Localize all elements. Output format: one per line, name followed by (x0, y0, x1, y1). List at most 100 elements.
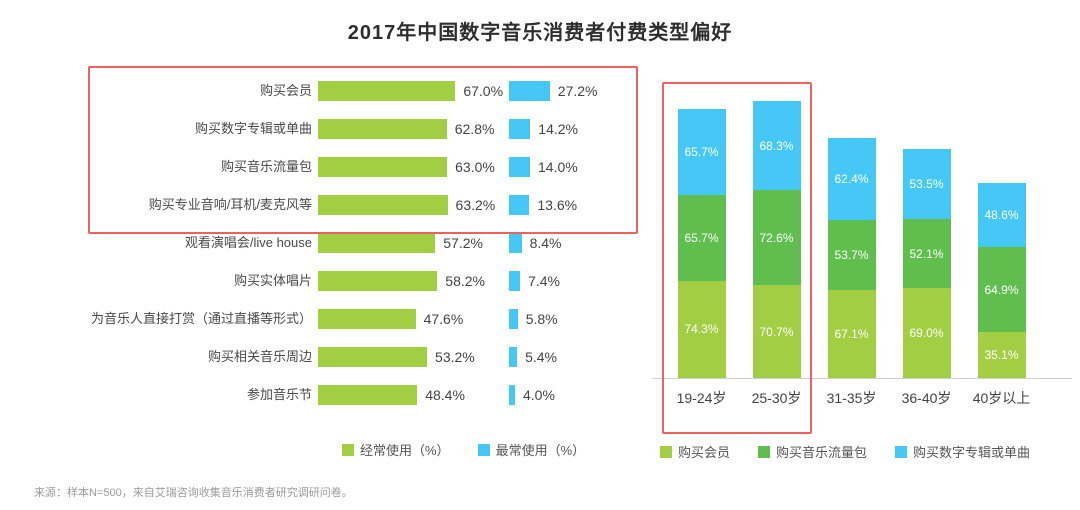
often-use-value: 58.2% (445, 273, 485, 289)
often-use-bar (318, 385, 418, 405)
most-use-bar (509, 385, 515, 405)
bar-segment: 62.4% (827, 138, 876, 220)
bar-segment: 52.1% (902, 219, 951, 288)
stacked-bar: 70.7% 72.6% 68.3% (739, 100, 814, 378)
often-use-value: 63.2% (455, 197, 496, 213)
segment-value: 65.7% (684, 230, 719, 245)
age-label: 19-24岁 (676, 390, 727, 406)
often-use-bar (318, 347, 428, 367)
stacked-bars: 74.3% 65.7% 65.7% 70.7% 72.6% 68.3% 67.1% 53.7%… (652, 90, 1072, 378)
bar-row: 为音乐人直接打赏（通过直播等形式） 47.6% 5.8% (90, 300, 642, 338)
often-use-bar (318, 119, 447, 139)
often-use-value: 47.6% (423, 311, 464, 327)
category-label: 购买专业音响/耳机/麦克风等 (148, 197, 312, 212)
most-use-value: 4.0% (523, 387, 555, 403)
often-use-bar (318, 309, 416, 329)
bar-row: 购买实体唱片 58.2% 7.4% (90, 262, 642, 300)
often-use-bar (318, 271, 438, 291)
legend-item: 购买数字专辑或单曲 (895, 442, 1030, 461)
most-use-value: 13.6% (537, 197, 578, 213)
category-label: 为音乐人直接打赏（通过直播等形式） (90, 311, 312, 326)
often-use-bar (318, 233, 436, 253)
segment-value: 53.5% (909, 177, 944, 192)
bar-segment: 74.3% (677, 280, 726, 378)
segment-value: 64.9% (984, 282, 1019, 297)
age-label: 25-30岁 (751, 390, 802, 406)
bar-segment: 53.5% (902, 149, 951, 220)
often-use-value: 48.4% (425, 387, 465, 403)
often-use-value: 53.2% (435, 349, 475, 365)
segment-value: 69.0% (909, 325, 944, 340)
often-use-value: 62.8% (454, 121, 495, 137)
bar-rows: 购买会员 67.0% 27.2% 购买数字专辑或单曲 62.8% 14.2% 购买音乐流量包… (90, 72, 642, 414)
most-use-value: 7.4% (528, 273, 561, 289)
bar-segment: 72.6% (752, 190, 801, 286)
most-use-value: 5.4% (525, 349, 558, 365)
bar-segment: 64.9% (977, 247, 1026, 333)
legend-label: 最常使用（%） (495, 443, 586, 458)
bar-segment: 53.7% (827, 219, 876, 291)
most-use-value: 5.8% (525, 311, 558, 327)
segment-value: 68.3% (759, 138, 794, 153)
most-use-bar (509, 271, 521, 291)
legend-item: 最常使用（%） (477, 440, 586, 459)
often-use-bar (318, 157, 448, 177)
age-label: 31-35岁 (826, 390, 877, 406)
right-chart-legend: 购买会员 购买音乐流量包 购买数字专辑或单曲 (660, 442, 1030, 461)
segment-value: 48.6% (984, 208, 1019, 223)
segment-value: 65.7% (684, 144, 719, 159)
stacked-bar: 35.1% 64.9% 48.6% (964, 183, 1039, 378)
payment-type-bar-chart: 购买会员 67.0% 27.2% 购买数字专辑或单曲 62.8% 14.2% 购买音乐流量包… (88, 66, 642, 462)
x-axis-line (652, 378, 1072, 379)
most-use-bar (509, 157, 530, 177)
most-use-bar (509, 347, 518, 367)
segment-value: 70.7% (759, 324, 794, 339)
legend-swatch (342, 443, 354, 456)
often-use-bar (318, 81, 456, 101)
most-use-value: 14.2% (538, 121, 578, 137)
most-use-bar (509, 195, 530, 215)
segment-value: 67.1% (834, 327, 869, 342)
bar-segment: 35.1% (977, 332, 1026, 378)
bar-row: 购买相关音乐周边 53.2% 5.4% (90, 338, 642, 376)
bar-row: 购买音乐流量包 63.0% 14.0% (90, 148, 642, 186)
bar-segment: 70.7% (752, 285, 801, 378)
bar-row: 购买会员 67.0% 27.2% (90, 72, 642, 110)
often-use-value: 67.0% (463, 83, 504, 99)
chart-title: 2017年中国数字音乐消费者付费类型偏好 (347, 22, 733, 44)
often-use-value: 57.2% (443, 235, 483, 251)
category-label: 参加音乐节 (246, 387, 312, 402)
stacked-bar: 67.1% 53.7% 62.4% (814, 138, 889, 378)
age-stacked-bar-chart: 74.3% 65.7% 65.7% 70.7% 72.6% 68.3% 67.1% 53.7%… (652, 82, 1072, 490)
legend-label: 购买会员 (678, 445, 731, 460)
most-use-bar (509, 233, 522, 253)
category-label: 购买会员 (259, 83, 312, 98)
left-chart-legend: 经常使用（%） 最常使用（%） (342, 440, 585, 459)
x-axis-labels: 19-24岁 25-30岁 31-35岁 36-40岁 40岁以上 (652, 388, 1072, 408)
category-label: 购买数字专辑或单曲 (194, 121, 312, 136)
legend-swatch (477, 443, 490, 456)
age-label: 36-40岁 (901, 390, 952, 406)
bar-segment: 67.1% (827, 290, 876, 378)
legend-label: 经常使用（%） (360, 443, 450, 458)
often-use-value: 63.0% (455, 159, 495, 175)
bar-segment: 68.3% (752, 100, 801, 191)
bar-row: 购买数字专辑或单曲 62.8% 14.2% (90, 110, 642, 148)
category-label: 购买实体唱片 (233, 273, 312, 288)
age-label: 40岁以上 (972, 390, 1031, 406)
often-use-bar (318, 195, 448, 215)
most-use-value: 8.4% (529, 235, 562, 251)
legend-item: 经常使用（%） (342, 440, 450, 459)
legend-swatch (895, 445, 908, 458)
most-use-bar (509, 81, 550, 101)
source-note: 来源：样本N=500，来自艾瑞咨询收集音乐消费者研究调研问卷。 (34, 487, 353, 499)
segment-value: 35.1% (984, 348, 1019, 363)
bar-segment: 69.0% (902, 287, 951, 378)
category-label: 购买相关音乐周边 (207, 349, 312, 364)
bar-row: 购买专业音响/耳机/麦克风等 63.2% 13.6% (90, 186, 642, 224)
category-label: 观看演唱会/live house (184, 235, 312, 250)
legend-item: 购买会员 (660, 442, 730, 461)
bar-segment: 48.6% (977, 183, 1026, 248)
segment-value: 52.1% (909, 246, 944, 261)
bar-row: 参加音乐节 48.4% 4.0% (90, 376, 642, 414)
